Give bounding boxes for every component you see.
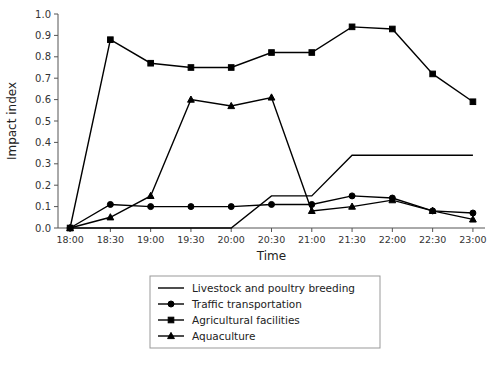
x-tick-label: 20:00 bbox=[218, 234, 245, 245]
y-tick-label: 0.0 bbox=[35, 223, 51, 234]
x-tick-label: 22:30 bbox=[419, 234, 446, 245]
y-tick bbox=[54, 99, 58, 100]
point bbox=[67, 225, 73, 231]
point bbox=[67, 224, 74, 230]
x-tick-label: 21:00 bbox=[298, 234, 325, 245]
legend-marker bbox=[168, 301, 174, 307]
x-tick-label: 18:00 bbox=[56, 234, 83, 245]
y-axis-line bbox=[58, 14, 59, 228]
x-axis: 18:00 18:30 19:00 19:30 20:00 20:30 21:00 21:30… bbox=[56, 228, 486, 245]
y-tick bbox=[54, 142, 58, 143]
x-tick bbox=[271, 228, 272, 232]
x-tick-label: 22:00 bbox=[379, 234, 406, 245]
legend-label: Livestock and poultry breeding bbox=[192, 282, 355, 294]
point bbox=[107, 201, 113, 207]
y-axis-label: Impact index bbox=[5, 82, 19, 160]
x-tick bbox=[432, 228, 433, 232]
point bbox=[389, 197, 396, 203]
y-tick-label: 0.3 bbox=[35, 158, 51, 169]
series bbox=[70, 155, 473, 228]
point bbox=[107, 214, 114, 220]
y-tick bbox=[54, 163, 58, 164]
y-tick bbox=[54, 56, 58, 57]
series bbox=[67, 94, 477, 231]
x-tick-label: 19:00 bbox=[137, 234, 164, 245]
y-tick bbox=[54, 185, 58, 186]
y-tick bbox=[54, 14, 58, 15]
point bbox=[228, 102, 235, 108]
point bbox=[108, 37, 114, 43]
legend-box bbox=[150, 276, 380, 348]
point bbox=[269, 201, 275, 207]
series-line bbox=[70, 196, 473, 228]
series-line bbox=[70, 27, 473, 228]
point bbox=[349, 193, 355, 199]
point bbox=[268, 94, 275, 100]
series-line bbox=[70, 155, 473, 228]
y-tick-label: 0.6 bbox=[35, 94, 51, 105]
point bbox=[430, 71, 436, 77]
point bbox=[430, 208, 436, 214]
point bbox=[429, 207, 436, 213]
x-tick-label: 18:30 bbox=[97, 234, 124, 245]
y-tick bbox=[54, 206, 58, 207]
legend: Livestock and poultry breeding Traffic tr… bbox=[150, 276, 380, 348]
legend-label: Agricultural facilities bbox=[192, 314, 300, 326]
legend-label: Traffic transportation bbox=[191, 298, 302, 310]
legend-marker bbox=[168, 332, 175, 338]
x-tick-label: 19:30 bbox=[177, 234, 204, 245]
point bbox=[309, 50, 315, 56]
y-tick-label: 0.7 bbox=[35, 73, 51, 84]
y-tick-label: 0.8 bbox=[35, 51, 51, 62]
series-line bbox=[70, 97, 473, 228]
point bbox=[148, 60, 154, 66]
x-tick bbox=[392, 228, 393, 232]
legend-marker bbox=[168, 317, 174, 323]
point bbox=[228, 65, 234, 71]
point bbox=[67, 225, 73, 231]
legend-swatch bbox=[158, 287, 184, 288]
point bbox=[148, 204, 154, 210]
y-tick bbox=[54, 78, 58, 79]
x-tick bbox=[352, 228, 353, 232]
point bbox=[147, 192, 154, 198]
series bbox=[67, 193, 476, 231]
y-tick-label: 0.4 bbox=[35, 137, 51, 148]
y-tick bbox=[54, 121, 58, 122]
plot-area bbox=[67, 24, 477, 231]
x-tick bbox=[472, 228, 473, 232]
point bbox=[188, 204, 194, 210]
x-tick bbox=[311, 228, 312, 232]
point bbox=[390, 26, 396, 32]
point bbox=[349, 24, 355, 30]
y-tick bbox=[54, 228, 58, 229]
x-tick-label: 20:30 bbox=[258, 234, 285, 245]
x-tick-label: 23:00 bbox=[459, 234, 486, 245]
point bbox=[228, 204, 234, 210]
point bbox=[269, 50, 275, 56]
series bbox=[67, 24, 475, 231]
point bbox=[188, 96, 195, 102]
y-tick bbox=[54, 35, 58, 36]
y-tick-label: 0.1 bbox=[35, 201, 51, 212]
legend-label: Aquaculture bbox=[192, 330, 255, 342]
y-tick-label: 0.9 bbox=[35, 30, 51, 41]
point bbox=[188, 65, 194, 71]
point bbox=[470, 99, 476, 105]
y-axis: 0.0 0.1 0.2 0.3 0.4 0.5 0.6 0.7 0.8 0.9 1.0 bbox=[35, 9, 58, 234]
x-axis-label: Time bbox=[256, 249, 286, 263]
y-tick-label: 0.5 bbox=[35, 116, 51, 127]
point bbox=[308, 207, 315, 213]
y-tick-label: 0.2 bbox=[35, 180, 51, 191]
y-tick-label: 1.0 bbox=[35, 9, 51, 20]
x-tick-label: 21:30 bbox=[338, 234, 365, 245]
chart: 0.00.10.20.30.40.50.60.70.80.91.018:0018… bbox=[0, 0, 500, 375]
point bbox=[349, 203, 356, 209]
point bbox=[470, 216, 477, 222]
